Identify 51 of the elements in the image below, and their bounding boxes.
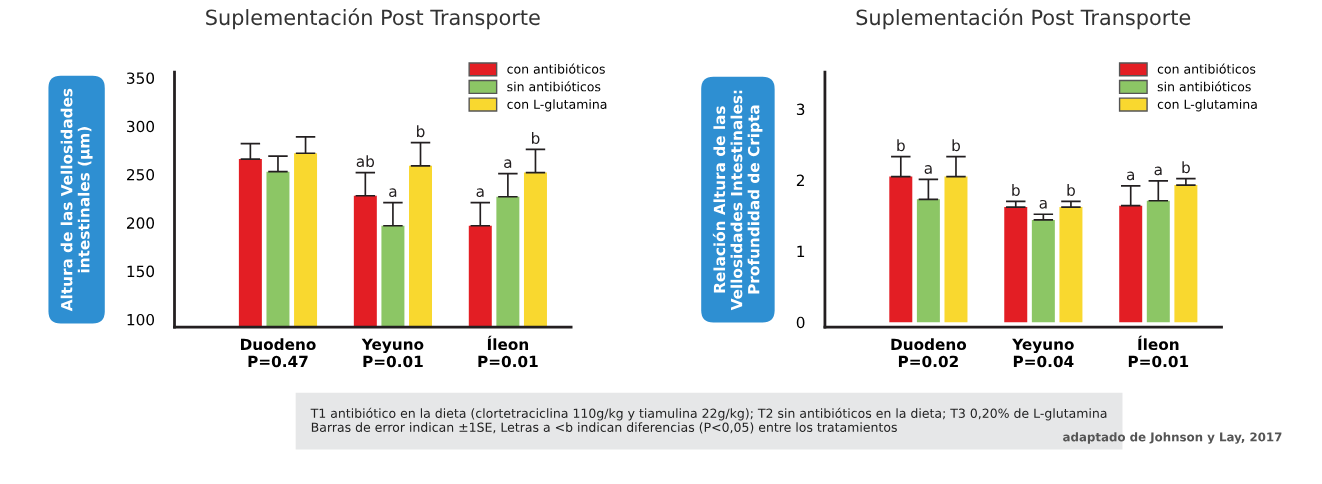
- chart-title: Suplementación Post Transporte: [856, 8, 1191, 30]
- y-axis-title: Relación Altura de las Vellosidades Intestinales: Profundidad de Cripta: [712, 90, 763, 311]
- data-label: a: [504, 159, 512, 169]
- data-label: b: [1067, 184, 1075, 196]
- y-tick-label: 2: [796, 174, 804, 186]
- bar: [1119, 205, 1143, 323]
- y-tick-label: 150: [127, 265, 155, 278]
- data-label: b: [897, 139, 905, 152]
- data-label: a: [1039, 199, 1047, 209]
- data-label: b: [417, 125, 425, 138]
- x-tick-label: Duodeno P=0.47: [241, 338, 316, 368]
- legend-label: con antibióticos: [507, 63, 605, 74]
- y-tick-label: 350: [127, 72, 155, 84]
- data-label: b: [952, 139, 960, 152]
- data-label: b: [1012, 184, 1020, 196]
- data-label: b: [532, 132, 540, 144]
- y-tick-label: 250: [127, 169, 155, 181]
- data-label: a: [476, 188, 484, 198]
- y-tick-label: 100: [127, 313, 155, 326]
- x-tick-label: Yeyuno P=0.04: [1012, 338, 1074, 368]
- x-tick-label: Yeyuno P=0.01: [361, 338, 424, 368]
- y-axis-title: Altura de las Vellosidades intestinales (µm): [60, 88, 93, 312]
- y-tick-label: 1: [797, 245, 805, 257]
- text: adaptado de Johnson y Lay, 2017: [1063, 432, 1282, 444]
- x-tick-label: Duodeno P=0.02: [891, 338, 967, 368]
- bar: [1031, 219, 1055, 323]
- bar: [1174, 185, 1198, 323]
- bar: [1059, 207, 1083, 323]
- data-label: a: [389, 188, 397, 198]
- y-tick-label: 200: [127, 217, 155, 229]
- bar: [889, 176, 913, 323]
- data-label: a: [924, 165, 932, 174]
- y-tick-label: 3: [796, 103, 805, 116]
- data-label: ab: [356, 155, 375, 168]
- legend-label: sin antibióticos: [1157, 81, 1251, 92]
- data-label: a: [1154, 166, 1162, 176]
- legend-label: con L-glutamina: [507, 99, 607, 112]
- legend-label: sin antibióticos: [507, 81, 601, 92]
- y-tick-label: 0: [796, 316, 805, 329]
- bar: [1004, 207, 1028, 323]
- data-label: b: [1182, 161, 1190, 174]
- x-tick-label: Íleon P=0.01: [1128, 335, 1189, 368]
- bar: [944, 176, 968, 323]
- legend-label: con antibióticos: [1157, 63, 1256, 74]
- bar: [916, 199, 940, 323]
- chart-title: Suplementación Post Transporte: [206, 8, 540, 30]
- data-label: a: [1126, 171, 1135, 181]
- legend-label: con L-glutamina: [1157, 99, 1257, 112]
- x-tick-label: Íleon P=0.01: [478, 335, 538, 368]
- y-tick-label: 300: [127, 120, 155, 133]
- bar: [1146, 200, 1170, 323]
